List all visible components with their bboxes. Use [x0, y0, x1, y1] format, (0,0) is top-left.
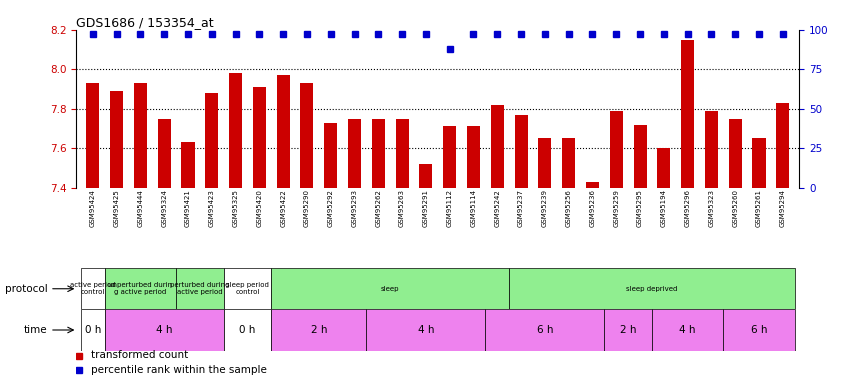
- Text: sleep: sleep: [381, 286, 399, 292]
- Text: GSM95262: GSM95262: [376, 189, 382, 227]
- Text: sleep deprived: sleep deprived: [626, 286, 678, 292]
- Bar: [105, 309, 223, 351]
- Text: GSM95194: GSM95194: [661, 189, 667, 227]
- Text: GSM95290: GSM95290: [304, 189, 310, 227]
- Bar: [157, 118, 171, 188]
- Text: 0 h: 0 h: [85, 325, 101, 335]
- Bar: [277, 75, 289, 188]
- Bar: [81, 268, 105, 309]
- Bar: [81, 309, 105, 351]
- Text: GSM95444: GSM95444: [137, 189, 143, 227]
- Bar: [223, 268, 272, 309]
- Text: perturbed during
active period: perturbed during active period: [170, 282, 229, 295]
- Text: GSM95259: GSM95259: [613, 189, 619, 227]
- Text: percentile rank within the sample: percentile rank within the sample: [91, 365, 266, 375]
- Bar: [681, 40, 695, 188]
- Text: GSM95256: GSM95256: [566, 189, 572, 227]
- Text: GSM95112: GSM95112: [447, 189, 453, 227]
- Bar: [396, 118, 409, 188]
- Text: time: time: [24, 325, 47, 335]
- Text: GSM95237: GSM95237: [518, 189, 524, 227]
- Bar: [514, 115, 528, 188]
- Bar: [509, 268, 794, 309]
- Text: GSM95325: GSM95325: [233, 189, 239, 227]
- Text: GSM95420: GSM95420: [256, 189, 262, 227]
- Bar: [366, 309, 486, 351]
- Bar: [486, 309, 604, 351]
- Bar: [777, 103, 789, 188]
- Text: GSM95422: GSM95422: [280, 189, 286, 227]
- Bar: [610, 111, 623, 188]
- Text: 4 h: 4 h: [418, 325, 434, 335]
- Bar: [300, 83, 314, 188]
- Bar: [467, 126, 480, 188]
- Text: protocol: protocol: [5, 284, 47, 294]
- Bar: [705, 111, 718, 188]
- Bar: [652, 309, 723, 351]
- Text: GSM95291: GSM95291: [423, 189, 429, 227]
- Bar: [723, 309, 794, 351]
- Bar: [272, 268, 509, 309]
- Bar: [105, 268, 176, 309]
- Text: 6 h: 6 h: [536, 325, 553, 335]
- Bar: [229, 73, 242, 188]
- Text: GSM95263: GSM95263: [399, 189, 405, 227]
- Bar: [86, 83, 99, 188]
- Bar: [348, 118, 361, 188]
- Text: GSM95294: GSM95294: [780, 189, 786, 227]
- Text: 4 h: 4 h: [156, 325, 173, 335]
- Text: GSM95261: GSM95261: [756, 189, 762, 227]
- Text: GSM95239: GSM95239: [542, 189, 548, 227]
- Bar: [206, 93, 218, 188]
- Bar: [604, 309, 652, 351]
- Text: GSM95423: GSM95423: [209, 189, 215, 227]
- Text: GSM95324: GSM95324: [162, 189, 168, 227]
- Text: GSM95296: GSM95296: [684, 189, 690, 227]
- Text: 2 h: 2 h: [620, 325, 636, 335]
- Text: GSM95242: GSM95242: [494, 189, 500, 227]
- Bar: [420, 164, 432, 188]
- Text: 2 h: 2 h: [310, 325, 327, 335]
- Text: 0 h: 0 h: [239, 325, 255, 335]
- Bar: [538, 138, 552, 188]
- Bar: [586, 182, 599, 188]
- Bar: [562, 138, 575, 188]
- Bar: [110, 91, 124, 188]
- Bar: [657, 148, 670, 188]
- Bar: [371, 118, 385, 188]
- Bar: [272, 309, 366, 351]
- Text: transformed count: transformed count: [91, 351, 188, 360]
- Text: 6 h: 6 h: [750, 325, 767, 335]
- Bar: [253, 87, 266, 188]
- Bar: [728, 118, 742, 188]
- Text: 4 h: 4 h: [679, 325, 696, 335]
- Text: GSM95293: GSM95293: [352, 189, 358, 227]
- Text: active period
control: active period control: [70, 282, 116, 295]
- Bar: [324, 123, 338, 188]
- Text: unperturbed durin
g active period: unperturbed durin g active period: [108, 282, 173, 295]
- Text: GSM95323: GSM95323: [708, 189, 714, 227]
- Text: GSM95425: GSM95425: [113, 189, 119, 227]
- Text: GSM95114: GSM95114: [470, 189, 476, 227]
- Text: GSM95292: GSM95292: [327, 189, 333, 227]
- Bar: [181, 142, 195, 188]
- Bar: [491, 105, 504, 188]
- Text: GDS1686 / 153354_at: GDS1686 / 153354_at: [76, 16, 214, 29]
- Bar: [176, 268, 223, 309]
- Text: GSM95424: GSM95424: [90, 189, 96, 227]
- Bar: [223, 309, 272, 351]
- Text: GSM95295: GSM95295: [637, 189, 643, 227]
- Bar: [134, 83, 147, 188]
- Bar: [634, 124, 646, 188]
- Bar: [752, 138, 766, 188]
- Text: GSM95421: GSM95421: [185, 189, 191, 227]
- Bar: [443, 126, 456, 188]
- Text: GSM95236: GSM95236: [590, 189, 596, 227]
- Text: sleep period
control: sleep period control: [226, 282, 269, 295]
- Text: GSM95260: GSM95260: [733, 189, 739, 227]
